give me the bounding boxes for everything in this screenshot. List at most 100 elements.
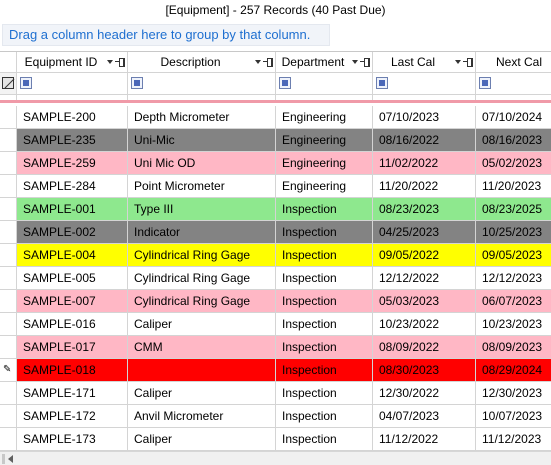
cell-description[interactable]: Cylindrical Ring Gage xyxy=(128,267,276,290)
cell-next-cal[interactable]: 08/09/2023 xyxy=(476,336,551,359)
column-header-equipment-id[interactable]: Equipment ID xyxy=(17,52,128,73)
row-indicator[interactable] xyxy=(0,336,17,359)
group-by-panel[interactable]: Drag a column header here to group by th… xyxy=(2,24,330,46)
cell-department[interactable]: Inspection xyxy=(276,336,373,359)
cell-department[interactable]: Inspection xyxy=(276,290,373,313)
cell-equipment-id[interactable]: SAMPLE-001 xyxy=(17,198,128,221)
row-indicator[interactable] xyxy=(0,313,17,336)
table-row[interactable]: SAMPLE-173 Caliper Inspection 11/12/2022 11/… xyxy=(0,428,551,451)
cell-last-cal[interactable]: 08/16/2022 xyxy=(373,129,476,152)
filter-icon[interactable] xyxy=(376,77,388,89)
cell-department[interactable]: Inspection xyxy=(276,244,373,267)
cell-equipment-id[interactable]: SAMPLE-200 xyxy=(17,106,128,129)
cell-equipment-id[interactable]: SAMPLE-016 xyxy=(17,313,128,336)
cell-equipment-id[interactable]: SAMPLE-284 xyxy=(17,175,128,198)
cell-next-cal[interactable]: 08/23/2025 xyxy=(476,198,551,221)
table-row[interactable]: SAMPLE-004 Cylindrical Ring Gage Inspectio… xyxy=(0,244,551,267)
cell-department[interactable]: Inspection xyxy=(276,382,373,405)
cell-description[interactable]: Cylindrical Ring Gage xyxy=(128,290,276,313)
row-indicator[interactable] xyxy=(0,129,17,152)
column-header-description[interactable]: Description xyxy=(128,52,276,73)
cell-last-cal[interactable]: 11/20/2022 xyxy=(373,175,476,198)
row-indicator[interactable] xyxy=(0,106,17,129)
cell-last-cal[interactable]: 08/09/2022 xyxy=(373,336,476,359)
filter-cell-last-cal[interactable] xyxy=(373,73,476,95)
column-header-department[interactable]: Department xyxy=(276,52,373,73)
select-all-icon[interactable] xyxy=(2,77,14,89)
row-indicator[interactable] xyxy=(0,405,17,428)
cell-department[interactable]: Inspection xyxy=(276,313,373,336)
cell-next-cal[interactable]: 06/07/2023 xyxy=(476,290,551,313)
filter-cell-next-cal[interactable] xyxy=(476,73,551,95)
cell-next-cal[interactable]: 08/29/2024 xyxy=(476,359,551,382)
row-indicator[interactable] xyxy=(0,267,17,290)
cell-next-cal[interactable]: 08/16/2023 xyxy=(476,129,551,152)
cell-last-cal[interactable]: 04/25/2023 xyxy=(373,221,476,244)
column-header-next-cal[interactable]: Next Cal xyxy=(476,52,551,73)
cell-next-cal[interactable]: 12/30/2023 xyxy=(476,382,551,405)
filter-icon[interactable] xyxy=(131,77,143,89)
row-indicator[interactable] xyxy=(0,221,17,244)
cell-equipment-id[interactable]: SAMPLE-005 xyxy=(17,267,128,290)
cell-last-cal[interactable]: 11/12/2022 xyxy=(373,428,476,451)
table-row[interactable]: SAMPLE-001 Type III Inspection 08/23/2023 08… xyxy=(0,198,551,221)
cell-next-cal[interactable]: 12/12/2023 xyxy=(476,267,551,290)
table-row[interactable]: SAMPLE-171 Caliper Inspection 12/30/2022 12/… xyxy=(0,382,551,405)
row-indicator[interactable] xyxy=(0,428,17,451)
cell-description[interactable]: Cylindrical Ring Gage xyxy=(128,244,276,267)
cell-last-cal[interactable]: 11/02/2022 xyxy=(373,152,476,175)
table-row[interactable]: SAMPLE-005 Cylindrical Ring Gage Inspectio… xyxy=(0,267,551,290)
table-row[interactable]: SAMPLE-007 Cylindrical Ring Gage Inspectio… xyxy=(0,290,551,313)
cell-last-cal[interactable]: 07/10/2023 xyxy=(373,106,476,129)
cell-department[interactable]: Engineering xyxy=(276,175,373,198)
cell-department[interactable]: Inspection xyxy=(276,267,373,290)
row-indicator[interactable]: ✎ xyxy=(0,359,17,382)
cell-description[interactable]: Depth Micrometer xyxy=(128,106,276,129)
cell-description[interactable] xyxy=(128,359,276,382)
cell-equipment-id[interactable]: SAMPLE-171 xyxy=(17,382,128,405)
cell-department[interactable]: Inspection xyxy=(276,359,373,382)
cell-next-cal[interactable]: 11/20/2023 xyxy=(476,175,551,198)
cell-description[interactable]: Caliper xyxy=(128,382,276,405)
cell-description[interactable]: CMM xyxy=(128,336,276,359)
table-row[interactable]: SAMPLE-172 Anvil Micrometer Inspection 04/0… xyxy=(0,405,551,428)
cell-last-cal[interactable]: 05/03/2023 xyxy=(373,290,476,313)
filter-icon[interactable] xyxy=(479,77,491,89)
cell-last-cal[interactable]: 08/30/2023 xyxy=(373,359,476,382)
cell-equipment-id[interactable]: SAMPLE-007 xyxy=(17,290,128,313)
cell-description[interactable]: Caliper xyxy=(128,313,276,336)
column-header-last-cal[interactable]: Last Cal xyxy=(373,52,476,73)
cell-last-cal[interactable]: 12/30/2022 xyxy=(373,382,476,405)
scroll-thumb[interactable] xyxy=(2,454,5,464)
cell-description[interactable]: Anvil Micrometer xyxy=(128,405,276,428)
cell-description[interactable]: Indicator xyxy=(128,221,276,244)
horizontal-scrollbar[interactable] xyxy=(0,451,551,465)
cell-description[interactable]: Type III xyxy=(128,198,276,221)
cell-equipment-id[interactable]: SAMPLE-259 xyxy=(17,152,128,175)
table-row[interactable]: SAMPLE-200 Depth Micrometer Engineering 07/… xyxy=(0,106,551,129)
cell-last-cal[interactable]: 10/23/2022 xyxy=(373,313,476,336)
cell-next-cal[interactable]: 09/05/2023 xyxy=(476,244,551,267)
row-indicator[interactable] xyxy=(0,244,17,267)
table-row[interactable]: ✎ SAMPLE-018 Inspection 08/30/2023 08/29/202… xyxy=(0,359,551,382)
column-menu-pin-icon[interactable] xyxy=(352,58,370,67)
filter-cell-equipment-id[interactable] xyxy=(17,73,128,95)
cell-description[interactable]: Caliper xyxy=(128,428,276,451)
filter-cell-description[interactable] xyxy=(128,73,276,95)
row-indicator[interactable] xyxy=(0,198,17,221)
cell-equipment-id[interactable]: SAMPLE-004 xyxy=(17,244,128,267)
cell-next-cal[interactable]: 10/23/2023 xyxy=(476,313,551,336)
row-indicator[interactable] xyxy=(0,382,17,405)
cell-next-cal[interactable]: 05/02/2023 xyxy=(476,152,551,175)
table-row[interactable]: SAMPLE-017 CMM Inspection 08/09/2022 08/09/2… xyxy=(0,336,551,359)
cell-department[interactable]: Inspection xyxy=(276,198,373,221)
filter-icon[interactable] xyxy=(279,77,291,89)
cell-description[interactable]: Uni Mic OD xyxy=(128,152,276,175)
cell-last-cal[interactable]: 09/05/2022 xyxy=(373,244,476,267)
table-row[interactable]: SAMPLE-259 Uni Mic OD Engineering 11/02/202… xyxy=(0,152,551,175)
row-indicator[interactable] xyxy=(0,175,17,198)
column-menu-pin-icon[interactable] xyxy=(455,58,473,67)
cell-next-cal[interactable]: 11/12/2023 xyxy=(476,428,551,451)
scroll-left-arrow-icon[interactable] xyxy=(8,455,13,463)
cell-department[interactable]: Inspection xyxy=(276,428,373,451)
